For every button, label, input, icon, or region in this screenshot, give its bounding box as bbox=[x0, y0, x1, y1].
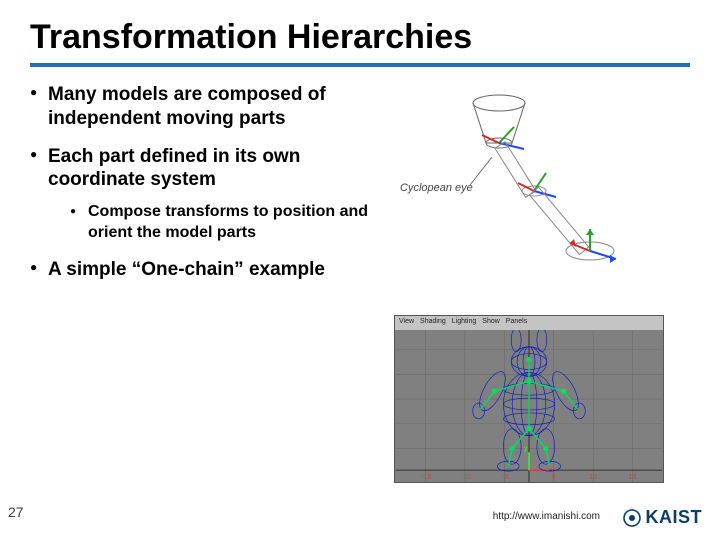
bullet-2: Each part defined in its own coordinate … bbox=[30, 145, 380, 244]
svg-text:-5: -5 bbox=[502, 474, 508, 481]
figures-column: Cyclopean eye bbox=[394, 83, 690, 483]
bullet-3: A simple “One-chain” example bbox=[30, 258, 380, 282]
figure-arm-diagram: Cyclopean eye bbox=[394, 83, 664, 303]
logo-mark-icon bbox=[622, 508, 642, 528]
viewport-grid: -15 -10 -5 5 10 15 x y bbox=[395, 330, 663, 482]
menu-view: View bbox=[399, 318, 414, 328]
cyclopean-label: Cyclopean eye bbox=[400, 182, 473, 194]
bullet-2-text: Each part defined in its own coordinate … bbox=[48, 146, 300, 191]
menu-shading: Shading bbox=[420, 318, 446, 328]
bullets-column: Many models are composed of independent … bbox=[30, 83, 380, 483]
svg-text:15: 15 bbox=[629, 474, 637, 481]
page-number: 27 bbox=[8, 504, 24, 520]
slide-title: Transformation Hierarchies bbox=[30, 18, 690, 57]
figure-bunny-viewport: View Shading Lighting Show Panels bbox=[394, 315, 664, 483]
viewport-menubar: View Shading Lighting Show Panels bbox=[395, 316, 663, 330]
svg-text:10: 10 bbox=[589, 474, 597, 481]
source-url: http://www.imanishi.com bbox=[493, 511, 600, 522]
title-rule bbox=[30, 63, 690, 67]
svg-text:y: y bbox=[524, 445, 528, 452]
content-row: Many models are composed of independent … bbox=[30, 83, 690, 483]
menu-lighting: Lighting bbox=[452, 318, 477, 328]
menu-show: Show bbox=[482, 318, 500, 328]
bullet-1: Many models are composed of independent … bbox=[30, 83, 380, 131]
svg-text:-15: -15 bbox=[421, 474, 431, 481]
svg-text:-10: -10 bbox=[461, 474, 471, 481]
logo-text: KAIST bbox=[646, 507, 703, 528]
menu-panels: Panels bbox=[506, 318, 527, 328]
kaist-logo: KAIST bbox=[622, 507, 703, 528]
sub-bullet-1: Compose transforms to position and orien… bbox=[70, 202, 380, 244]
svg-text:5: 5 bbox=[552, 474, 556, 481]
